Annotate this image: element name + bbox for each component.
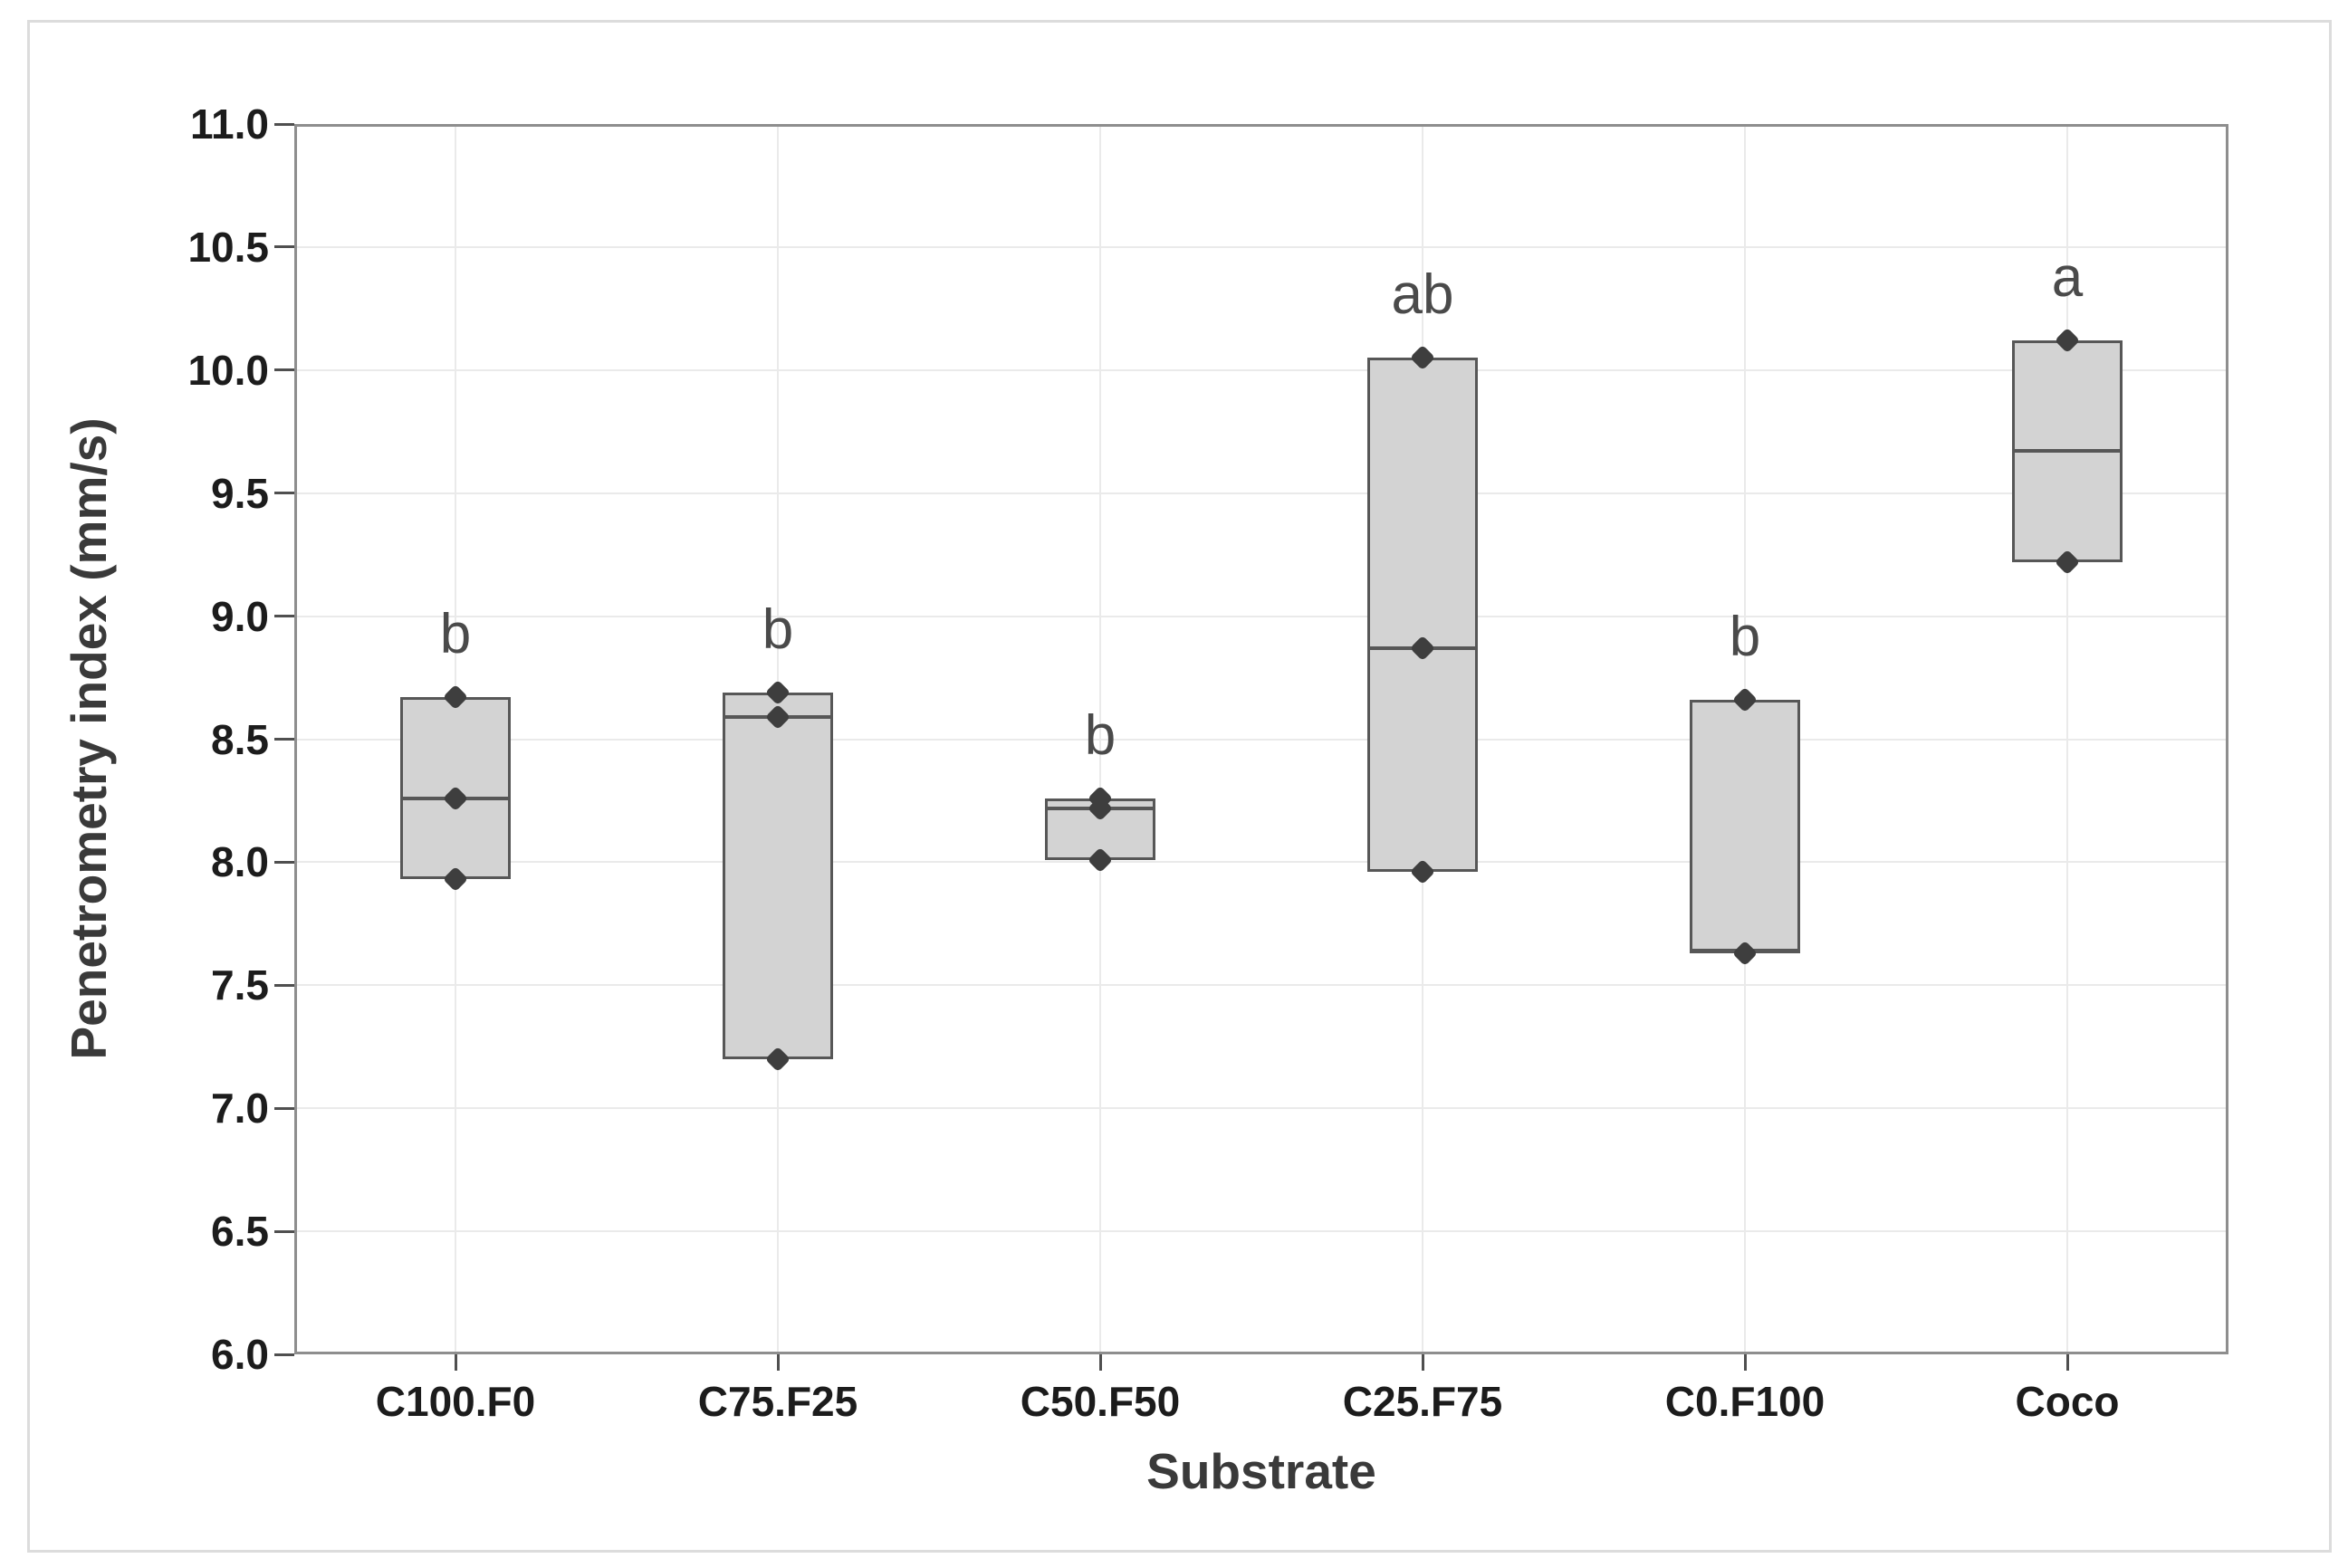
y-grid-line [294,1230,2228,1233]
x-tick-label: C100.F0 [375,1378,536,1425]
x-tick-mark [454,1354,457,1371]
significance-letter: b [439,603,472,666]
y-tick-label: 7.0 [211,1085,269,1133]
y-tick-label: 10.0 [187,346,269,394]
y-grid-line [294,984,2228,987]
y-tick-label: 6.0 [211,1331,269,1378]
x-grid-line [1099,124,1101,1354]
y-tick-label: 9.5 [211,469,269,517]
x-axis-title: Substrate [1146,1443,1376,1499]
significance-letter: b [762,598,794,661]
y-tick-mark [274,983,294,987]
y-tick-label: 11.0 [190,100,269,148]
x-tick-mark [2065,1354,2069,1371]
median-line [2012,449,2123,454]
box-plot-box [723,692,833,1059]
y-tick-mark [274,1353,294,1356]
y-grid-line [294,492,2228,494]
y-tick-mark [274,122,294,126]
y-tick-label: 8.0 [211,838,269,886]
x-grid-line [2066,124,2068,1354]
x-tick-mark [1421,1354,1424,1371]
x-tick-label: Coco [2015,1378,2120,1425]
y-tick-mark [274,368,294,372]
x-tick-label: C0.F100 [1664,1378,1826,1425]
y-grid-line [294,861,2228,864]
x-tick-mark [1098,1354,1102,1371]
y-grid-line [294,245,2228,248]
significance-letter: a [2051,246,2084,310]
box-plot-box [1367,358,1478,873]
y-grid-line [294,615,2228,617]
boxplot-chart: b b b ab b a Penetrometry index (mm/s) Substr… [3,3,2348,1568]
y-tick-label: 8.5 [211,715,269,763]
significance-letter: b [1084,703,1116,767]
y-tick-mark [274,1106,294,1110]
y-tick-mark [274,860,294,864]
y-tick-mark [274,245,294,249]
x-tick-mark [1743,1354,1747,1371]
y-tick-label: 7.5 [211,961,269,1009]
y-grid-line [294,738,2228,741]
significance-letter: b [1729,606,1761,668]
y-tick-mark [274,615,294,618]
significance-letter: ab [1391,263,1454,327]
x-tick-label: C25.F75 [1342,1378,1503,1425]
y-tick-mark [274,492,294,495]
y-tick-mark [274,1229,294,1233]
x-tick-label: C75.F25 [697,1378,858,1425]
y-tick-label: 9.0 [211,592,269,640]
y-grid-line [294,1107,2228,1110]
figure-border: b b b ab b a Penetrometry index (mm/s) Substr… [27,20,2332,1553]
y-tick-label: 6.5 [211,1208,269,1256]
y-tick-mark [274,738,294,741]
y-grid-line [294,368,2228,371]
box-plot-box [1690,700,1800,953]
x-tick-mark [776,1354,780,1371]
x-tick-label: C50.F50 [1020,1378,1181,1425]
y-tick-label: 10.5 [187,223,269,271]
plot-area: b b b ab b a [294,124,2228,1354]
